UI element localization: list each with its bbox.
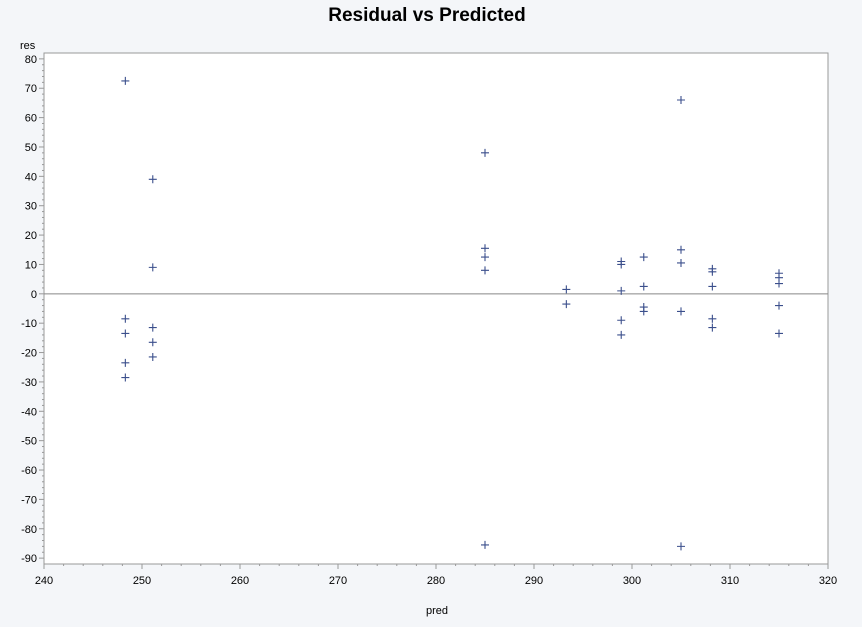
y-tick-label: -30 bbox=[21, 377, 37, 389]
data-point bbox=[708, 267, 717, 276]
data-point bbox=[121, 314, 130, 323]
data-point bbox=[481, 244, 489, 253]
data-point bbox=[677, 245, 685, 254]
data-point bbox=[677, 95, 685, 104]
data-point bbox=[121, 358, 130, 367]
plot-area bbox=[43, 52, 829, 565]
data-point bbox=[148, 323, 157, 332]
x-tick-label: 240 bbox=[35, 575, 53, 587]
y-tick-label: 20 bbox=[25, 230, 37, 242]
y-axis: 80 70 60 50 40 30 20 10 0 -10 -20 -30 -40 -50 -60 -70 -8… bbox=[21, 54, 44, 565]
data-point bbox=[639, 253, 648, 262]
data-point bbox=[677, 258, 685, 267]
data-point bbox=[481, 253, 489, 262]
data-point bbox=[639, 282, 648, 291]
data-point bbox=[121, 329, 130, 338]
x-tick-label: 300 bbox=[623, 575, 641, 587]
data-point bbox=[708, 282, 717, 291]
data-point bbox=[708, 314, 717, 323]
y-tick-label: 10 bbox=[25, 259, 37, 271]
y-tick-label: 80 bbox=[25, 54, 37, 66]
data-point bbox=[481, 266, 489, 275]
data-point bbox=[617, 316, 626, 325]
y-tick-label: -10 bbox=[21, 318, 37, 330]
y-tick-label: -90 bbox=[21, 553, 37, 565]
data-point bbox=[562, 300, 571, 309]
data-point bbox=[677, 542, 685, 551]
x-axis: 240 250 260 270 280 290 300 310 320 bbox=[35, 564, 837, 587]
x-tick-label: 320 bbox=[819, 575, 837, 587]
data-point bbox=[617, 286, 626, 295]
y-tick-label: 0 bbox=[31, 289, 37, 301]
x-tick-label: 310 bbox=[721, 575, 739, 587]
data-point bbox=[121, 76, 130, 85]
data-point bbox=[617, 330, 626, 339]
data-point bbox=[148, 338, 157, 347]
x-tick-label: 270 bbox=[329, 575, 347, 587]
y-tick-label: 40 bbox=[25, 171, 37, 183]
y-tick-label: -20 bbox=[21, 348, 37, 360]
y-tick-label: -50 bbox=[21, 436, 37, 448]
data-point bbox=[148, 263, 157, 272]
data-point bbox=[481, 540, 489, 549]
x-tick-label: 290 bbox=[525, 575, 543, 587]
data-point bbox=[708, 323, 717, 332]
data-point bbox=[617, 260, 626, 269]
y-tick-label: 70 bbox=[25, 83, 37, 95]
x-axis-label: pred bbox=[426, 605, 448, 617]
data-point bbox=[562, 285, 571, 294]
data-point bbox=[775, 301, 783, 310]
data-point bbox=[775, 329, 783, 338]
data-point bbox=[639, 307, 648, 316]
chart-title: Residual vs Predicted bbox=[328, 5, 525, 26]
data-points bbox=[121, 76, 783, 551]
data-point bbox=[121, 373, 130, 382]
y-tick-label: 50 bbox=[25, 142, 37, 154]
data-point bbox=[677, 307, 685, 316]
data-point bbox=[775, 279, 783, 288]
y-axis-label: res bbox=[20, 40, 36, 52]
y-tick-label: -70 bbox=[21, 494, 37, 506]
y-tick-label: 30 bbox=[25, 201, 37, 213]
y-tick-label: 60 bbox=[25, 113, 37, 125]
data-point bbox=[148, 352, 157, 361]
x-tick-label: 280 bbox=[427, 575, 445, 587]
y-tick-label: -60 bbox=[21, 465, 37, 477]
data-point bbox=[148, 175, 157, 184]
x-tick-label: 250 bbox=[133, 575, 151, 587]
y-tick-label: -40 bbox=[21, 406, 37, 418]
data-point bbox=[481, 148, 489, 157]
x-tick-label: 260 bbox=[231, 575, 249, 587]
y-tick-label: -80 bbox=[21, 524, 37, 536]
